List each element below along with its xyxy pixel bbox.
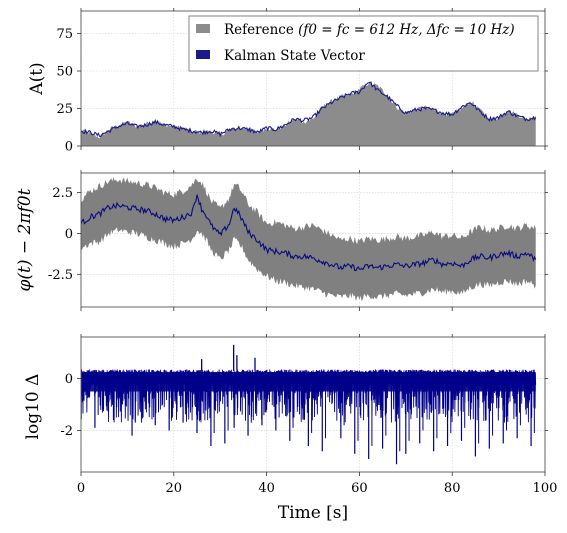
- legend-swatch-reference: [196, 24, 210, 33]
- log-delta-core: [81, 372, 536, 392]
- y-axis-label: A(t): [27, 62, 47, 95]
- axes-frame: [80, 336, 546, 473]
- panel-middle: -2.5 0 2.5 φ(t) − 2πf0t: [15, 170, 548, 311]
- y-tick-label: -2: [60, 424, 73, 439]
- x-tick-label: 0: [77, 481, 85, 496]
- y-tick-label: 75: [56, 27, 73, 42]
- reference-area: [81, 81, 536, 146]
- y-tick-label: 0: [65, 227, 73, 242]
- legend-label-kalman: Kalman State Vector: [224, 48, 365, 64]
- x-axis-label: Time [s]: [278, 503, 348, 523]
- y-axis-label: φ(t) − 2πf0t: [15, 188, 35, 291]
- y-tick-label: 0: [65, 372, 73, 387]
- x-tick-label: 80: [444, 481, 461, 496]
- x-tick-label: 100: [533, 481, 558, 496]
- axes-frame: [80, 172, 546, 308]
- y-tick-label: -2.5: [48, 268, 73, 283]
- plot-area: [81, 344, 537, 465]
- y-tick-label: 2.5: [52, 186, 73, 201]
- y-tick-label: 0: [65, 140, 73, 155]
- y-tick-label: 25: [56, 102, 73, 117]
- legend-reference-math: (f0 = fc = 612 Hz, Δfc = 10 Hz): [298, 22, 515, 38]
- phase-band: [81, 177, 536, 302]
- x-tick-label: 60: [351, 481, 368, 496]
- legend-box: [188, 15, 539, 72]
- x-tick-label: 40: [258, 481, 275, 496]
- plot-area: [81, 81, 537, 146]
- legend: Reference (f0 = fc = 612 Hz, Δfc = 10 Hz…: [188, 15, 539, 72]
- legend-label-reference: Reference (f0 = fc = 612 Hz, Δfc = 10 Hz…: [224, 22, 515, 38]
- panel-top: 0 25 50 75 A(t) Reference (f0 = fc = 612 Hz, …: [27, 8, 548, 155]
- axes-frame: [80, 10, 546, 147]
- y-tick-label: 50: [56, 65, 73, 80]
- panel-bottom: -2 0 log10 Δ 0 20 40 60 80 100 Time [s]: [23, 334, 557, 523]
- legend-swatch-kalman: [196, 50, 210, 59]
- phase-estimate-line: [81, 194, 537, 272]
- plot-area: [81, 177, 537, 302]
- kalman-line: [81, 81, 537, 138]
- legend-reference-text: Reference: [224, 22, 298, 38]
- x-tick-label: 20: [166, 481, 183, 496]
- y-axis-label: log10 Δ: [23, 374, 43, 440]
